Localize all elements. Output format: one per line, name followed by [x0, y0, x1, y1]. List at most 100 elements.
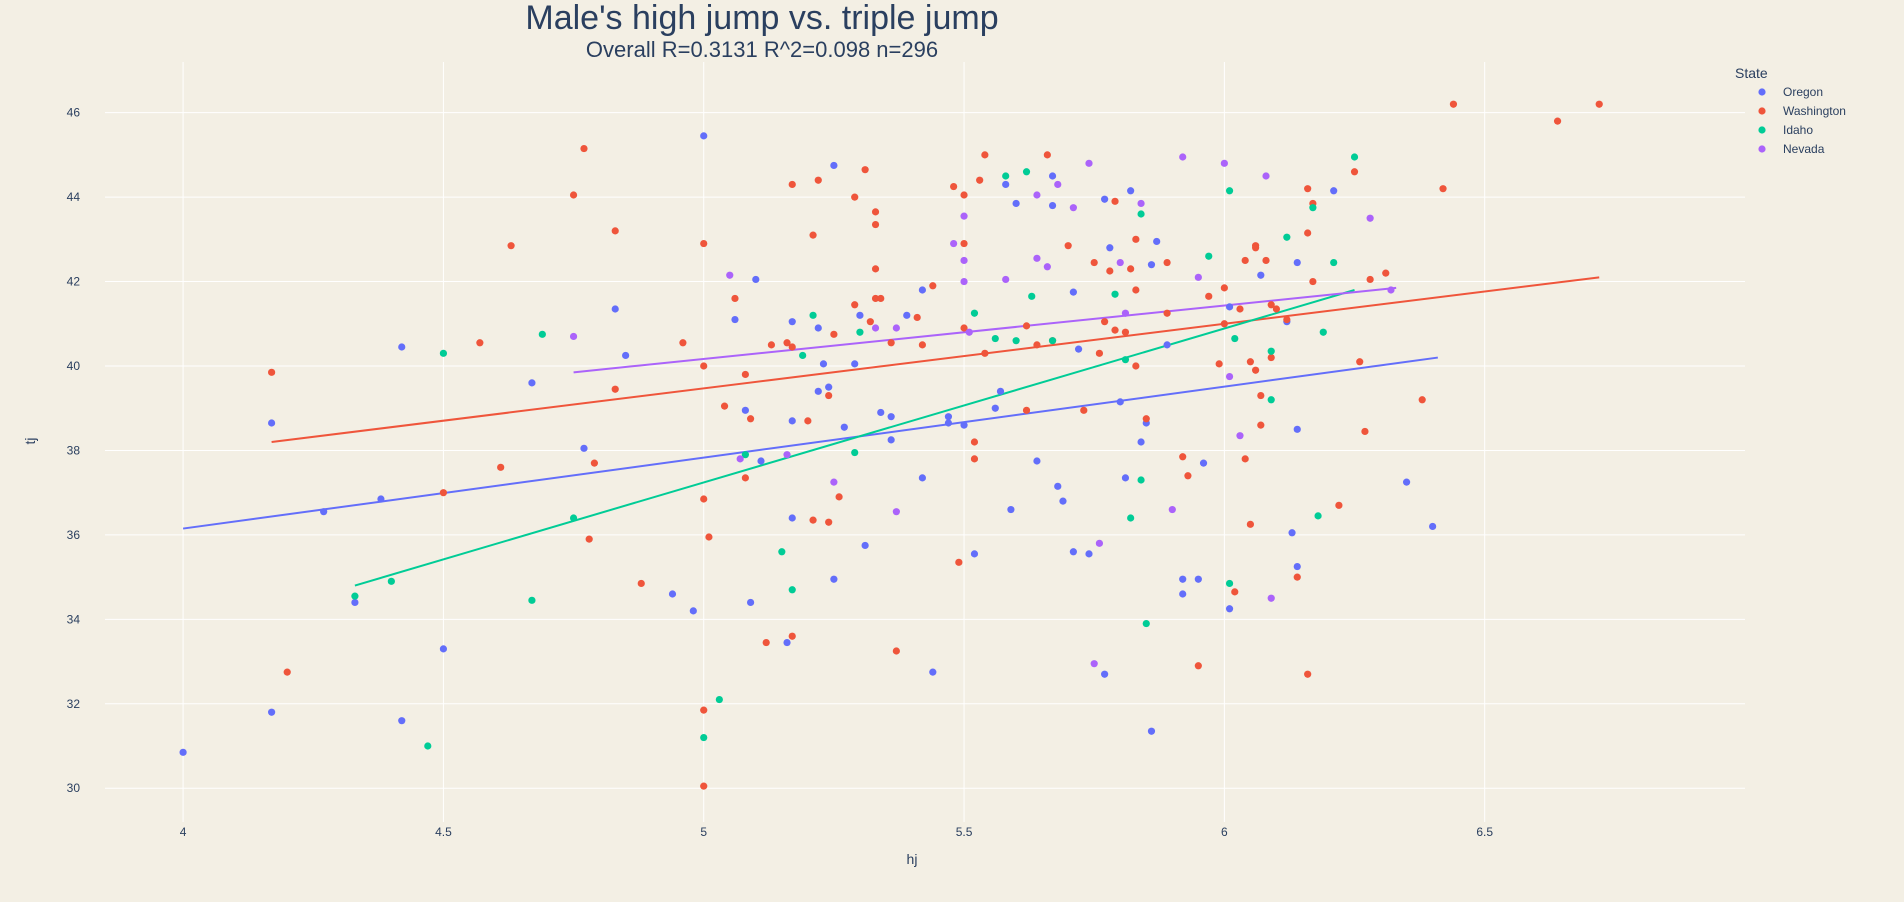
data-point-washington[interactable] — [1111, 197, 1119, 205]
data-point-washington[interactable] — [970, 438, 979, 446]
data-point-oregon[interactable] — [1074, 345, 1083, 353]
data-point-washington[interactable] — [1132, 362, 1140, 370]
data-point-oregon[interactable] — [398, 343, 406, 351]
data-point-oregon[interactable] — [268, 419, 276, 427]
data-point-idaho[interactable] — [1127, 514, 1135, 522]
data-point-washington[interactable] — [1220, 284, 1228, 292]
data-point-oregon[interactable] — [991, 404, 999, 412]
data-point-washington[interactable] — [1267, 353, 1275, 362]
data-point-nevada[interactable] — [1236, 432, 1244, 440]
data-point-washington[interactable] — [1163, 258, 1171, 267]
data-point-washington[interactable] — [580, 144, 588, 153]
data-point-washington[interactable] — [746, 415, 755, 423]
data-point-oregon[interactable] — [1127, 187, 1135, 195]
data-point-washington[interactable] — [1022, 322, 1031, 330]
data-point-oregon[interactable] — [1293, 258, 1301, 267]
data-point-oregon[interactable] — [877, 408, 885, 417]
data-point-oregon[interactable] — [1137, 438, 1145, 446]
data-point-oregon[interactable] — [1054, 482, 1062, 490]
data-point-oregon[interactable] — [528, 379, 536, 387]
data-point-nevada[interactable] — [830, 478, 838, 486]
data-point-oregon[interactable] — [1121, 474, 1130, 482]
data-point-nevada[interactable] — [1033, 254, 1041, 262]
data-point-washington[interactable] — [1080, 406, 1088, 414]
data-point-oregon[interactable] — [788, 318, 796, 326]
data-point-oregon[interactable] — [268, 708, 276, 716]
data-point-nevada[interactable] — [569, 332, 578, 341]
data-point-oregon[interactable] — [830, 161, 838, 170]
data-point-oregon[interactable] — [668, 590, 677, 598]
data-point-idaho[interactable] — [1283, 233, 1291, 241]
data-point-oregon[interactable] — [731, 315, 739, 324]
data-point-washington[interactable] — [960, 239, 968, 248]
data-point-idaho[interactable] — [387, 577, 395, 585]
data-point-oregon[interactable] — [1293, 562, 1301, 571]
data-point-washington[interactable] — [268, 368, 276, 376]
data-point-washington[interactable] — [1382, 269, 1390, 277]
data-point-washington[interactable] — [788, 632, 796, 640]
data-point-oregon[interactable] — [788, 417, 796, 425]
data-point-nevada[interactable] — [1137, 199, 1145, 208]
data-point-oregon[interactable] — [757, 457, 765, 465]
data-point-nevada[interactable] — [1262, 172, 1270, 180]
data-point-oregon[interactable] — [1147, 261, 1156, 269]
data-point-washington[interactable] — [705, 533, 713, 541]
data-point-oregon[interactable] — [1429, 522, 1437, 531]
data-point-washington[interactable] — [1304, 229, 1312, 237]
data-point-idaho[interactable] — [1309, 204, 1317, 212]
data-point-idaho[interactable] — [528, 596, 536, 604]
data-point-idaho[interactable] — [715, 695, 723, 704]
data-point-washington[interactable] — [767, 341, 776, 349]
data-point-nevada[interactable] — [726, 271, 734, 279]
data-point-washington[interactable] — [611, 227, 619, 235]
data-point-nevada[interactable] — [1179, 153, 1187, 161]
data-point-washington[interactable] — [283, 668, 291, 676]
data-point-idaho[interactable] — [569, 514, 578, 522]
data-point-washington[interactable] — [871, 265, 880, 273]
data-point-washington[interactable] — [1366, 275, 1374, 284]
data-point-oregon[interactable] — [1293, 425, 1301, 433]
data-point-washington[interactable] — [1215, 360, 1223, 368]
data-point-oregon[interactable] — [1153, 237, 1161, 246]
data-point-oregon[interactable] — [746, 598, 755, 607]
data-point-washington[interactable] — [1272, 305, 1281, 313]
data-point-washington[interactable] — [1439, 185, 1447, 193]
legend-item-oregon[interactable]: Oregon — [1758, 85, 1823, 99]
data-point-washington[interactable] — [1257, 391, 1265, 400]
data-point-washington[interactable] — [981, 349, 989, 357]
data-point-washington[interactable] — [741, 370, 749, 379]
data-point-washington[interactable] — [814, 176, 822, 184]
data-point-washington[interactable] — [1304, 670, 1312, 678]
data-point-oregon[interactable] — [1194, 575, 1202, 583]
data-point-nevada[interactable] — [783, 451, 791, 459]
data-point-idaho[interactable] — [1205, 252, 1213, 260]
data-point-nevada[interactable] — [1387, 286, 1395, 294]
data-point-washington[interactable] — [1111, 326, 1119, 334]
data-point-washington[interactable] — [476, 339, 484, 347]
data-point-idaho[interactable] — [1231, 334, 1239, 343]
data-point-idaho[interactable] — [1330, 258, 1338, 267]
data-point-oregon[interactable] — [1033, 457, 1041, 465]
data-point-oregon[interactable] — [996, 387, 1005, 395]
data-point-washington[interactable] — [1163, 309, 1171, 317]
data-point-washington[interactable] — [1335, 501, 1343, 509]
data-point-idaho[interactable] — [1314, 512, 1322, 520]
data-point-idaho[interactable] — [788, 586, 796, 594]
data-point-oregon[interactable] — [856, 311, 864, 319]
data-point-oregon[interactable] — [887, 436, 895, 444]
data-point-nevada[interactable] — [1069, 204, 1077, 212]
data-point-oregon[interactable] — [851, 360, 859, 368]
data-point-washington[interactable] — [918, 341, 926, 349]
data-point-oregon[interactable] — [929, 668, 937, 676]
data-point-washington[interactable] — [788, 180, 796, 189]
data-point-oregon[interactable] — [1179, 575, 1187, 583]
data-point-washington[interactable] — [1220, 320, 1228, 328]
legend[interactable]: State Oregon Washington Idaho Nevada — [1735, 65, 1846, 156]
data-point-washington[interactable] — [439, 489, 448, 497]
data-point-oregon[interactable] — [819, 360, 828, 368]
data-point-nevada[interactable] — [960, 212, 968, 220]
data-point-oregon[interactable] — [840, 423, 848, 431]
data-point-oregon[interactable] — [1007, 505, 1015, 514]
data-point-washington[interactable] — [585, 535, 593, 543]
data-point-washington[interactable] — [913, 313, 921, 322]
